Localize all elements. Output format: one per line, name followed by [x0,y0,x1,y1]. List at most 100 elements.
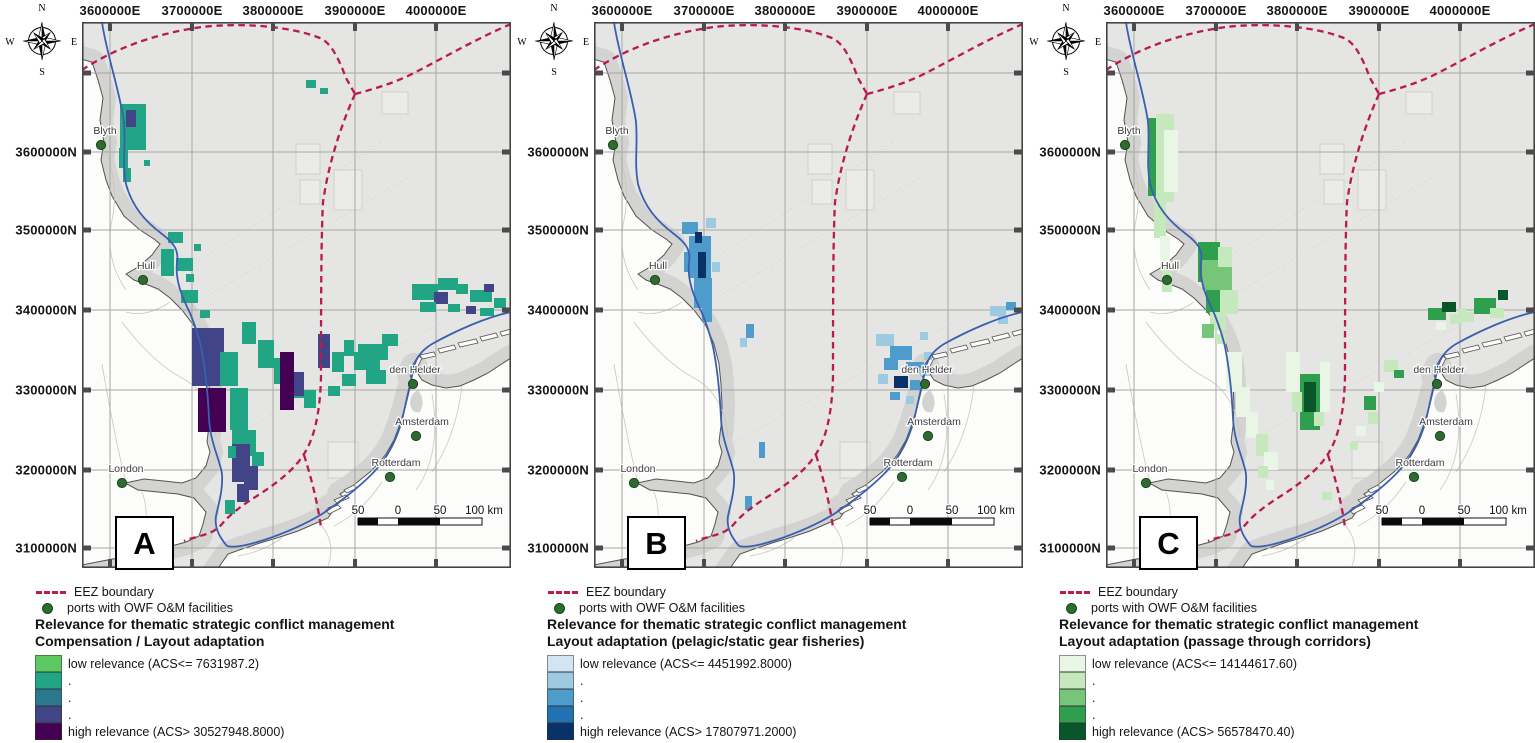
city-label: Rotterdam [1395,457,1444,469]
scale-bar: 50 0 50 100 km [350,504,504,526]
ramp-label: high relevance (ACS> 17807971.2000) [580,724,797,739]
legend-subtitle: Layout adaptation (passage through corri… [1059,632,1371,649]
ramp-label: low relevance (ACS<= 4451992.8000) [580,656,792,671]
data-patch [200,310,210,318]
city-label: Amsterdam [395,416,449,428]
island [1461,344,1481,354]
offshore-boundary-line [613,22,740,547]
continental-landmass [1241,357,1535,568]
eez-boundary-line [594,24,869,95]
data-patch [344,340,354,356]
axis-tick [353,559,357,568]
panel-letter-box: B [627,516,686,570]
x-axis-tick-label: 4000000E [917,3,979,18]
owf-area-outline [839,441,871,479]
axis-tick [594,545,603,551]
compass-n: N [1062,3,1069,14]
x-axis-tick-label: 4000000E [405,3,467,18]
data-patch [318,334,330,368]
road-line [1357,481,1407,527]
scale-bar-label: 0 [907,505,913,517]
ramp-swatch [1059,655,1086,672]
legend-subtitle: Compensation / Layout adaptation [35,632,265,649]
ramp-label: . [580,673,584,688]
port-marker [628,477,640,489]
x-axis-tick-label: 3800000E [754,3,816,18]
port-dot-icon [554,602,565,614]
eez-boundary-line [1326,454,1347,528]
y-axis-tick-label: 3200000N [1039,462,1101,478]
road-line [749,537,795,557]
ramp-swatch [35,723,62,740]
data-patch [1236,387,1250,417]
y-axis-tick-label: 3500000N [15,222,77,238]
data-patch [890,346,912,360]
axis-tick [82,545,91,551]
axis-tick [594,387,603,393]
compass-rose: N S W E [5,3,77,78]
port-marker [1119,139,1131,151]
y-axis-tick-label: 3400000N [1039,302,1101,318]
ramp-swatch [35,689,62,706]
island [437,344,457,354]
axis-tick [434,22,438,31]
compass-point [553,38,563,50]
port-marker [116,477,128,489]
axis-tick [1014,149,1023,155]
compass-e: E [1095,37,1101,48]
port-marker [410,430,422,442]
city-label: London [620,463,655,475]
axis-tick [1106,467,1115,473]
axis-tick [865,22,869,31]
eez-boundary-line [354,22,511,96]
ramp-label: . [68,690,72,705]
x-axis-tick-label: 3600000E [591,3,653,18]
data-patch [1498,290,1508,300]
axis-tick [1214,22,1218,31]
map-svg: Blyth Hull den Helder Amsterdam Rotterdam Lon… [594,22,1023,568]
data-patch [1314,412,1324,426]
data-patch [920,332,928,340]
map-legend: EEZ boundary ports with OWF O&M faciliti… [35,584,394,740]
axis-tick [702,559,706,568]
island [1481,338,1503,348]
axis-tick [502,149,511,155]
axis-tick [82,70,91,76]
compass-rose-icon: N S W E [1029,1,1103,78]
shipping-lane [221,321,443,443]
x-axis-tick-label: 3700000E [673,3,735,18]
scale-bar: 50 0 50 100 km [1374,504,1528,526]
axis-tick [1014,307,1023,313]
data-patch [1356,426,1366,436]
data-patch [745,496,752,510]
y-axis-tick-label: 3300000N [15,382,77,398]
island [1523,328,1535,337]
compass-n: N [550,3,557,14]
data-patch [176,258,193,271]
ramp-swatch [1059,723,1086,740]
owf-area-outline [1405,91,1433,115]
compass-point [42,41,61,46]
offshore-boundary-line [101,22,228,547]
panel-letter: A [133,525,156,561]
data-patch [1320,362,1330,412]
data-patch [225,500,235,514]
owf-area-outline [811,179,833,205]
eez-boundary-line [866,22,1023,96]
port-dot-icon [42,602,53,614]
ramp-label: high relevance (ACS> 56578470.40) [1092,724,1295,739]
ramp-row: low relevance (ACS<= 14144617.60) [1059,655,1418,672]
data-patch [470,290,492,302]
axis-tick [1132,22,1136,31]
axis-tick [1458,22,1462,31]
compass-s: S [1063,67,1069,77]
axis-tick [1014,545,1023,551]
y-axis-tick-label: 3600000N [527,144,589,160]
axis-tick [594,227,603,233]
eez-boundary-line [183,93,357,543]
scale-bar-label: 100 km [465,505,503,517]
road-line [637,301,683,315]
data-patch [1368,412,1378,424]
map-svg: Blyth Hull den Helder Amsterdam Rotterdam Lon… [1106,22,1535,568]
scale-bar-label: 50 [434,505,447,517]
